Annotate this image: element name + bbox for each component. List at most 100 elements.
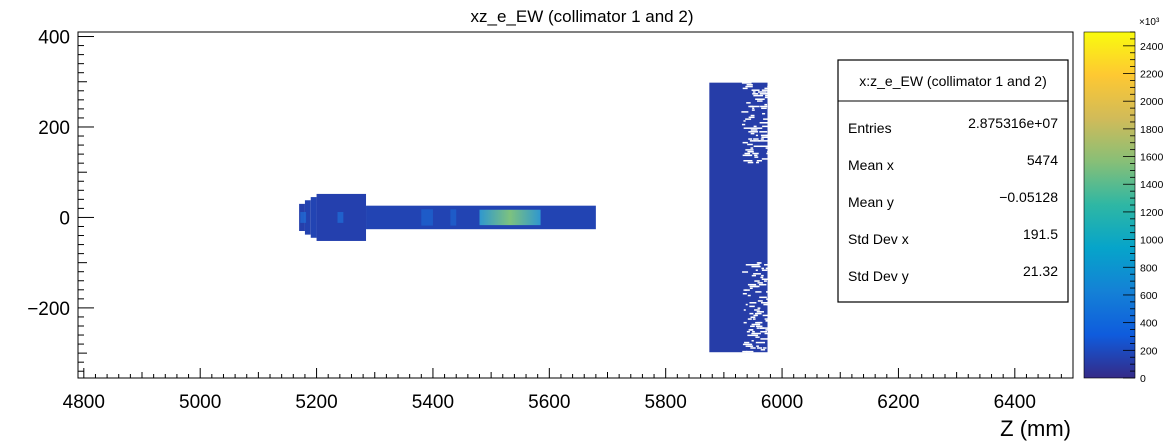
empty-bin [742, 271, 749, 273]
empty-bin [760, 349, 766, 351]
x-tick-label: 5000 [179, 392, 221, 413]
empty-bin [750, 347, 756, 349]
stats-row-value: 191.5 [1023, 226, 1058, 242]
empty-bin [751, 265, 761, 268]
empty-bin [764, 332, 775, 335]
empty-bin [752, 107, 755, 110]
empty-bin [763, 122, 767, 124]
empty-bin [745, 85, 753, 88]
empty-bin [749, 329, 754, 331]
empty-bin [757, 347, 763, 349]
empty-bin [761, 269, 768, 271]
heatmap-region-collimator-1-tube-hot [479, 209, 541, 226]
empty-bin [762, 314, 770, 317]
empty-bin [747, 283, 757, 286]
empty-bin [741, 82, 752, 84]
empty-bin [761, 107, 767, 110]
heatmap-band [337, 212, 344, 223]
empty-bin [765, 134, 775, 137]
x-axis: 4800 5000 5200 5400 5600 5800 6000 6200 6400 [63, 368, 1074, 413]
empty-bin [747, 345, 754, 347]
empty-bin [765, 147, 770, 149]
empty-bin [749, 312, 754, 315]
empty-bin [761, 158, 770, 160]
empty-bin [763, 118, 772, 120]
stats-row-label: Std Dev y [848, 268, 909, 284]
x-tick-label: 4800 [63, 392, 105, 413]
empty-bin [743, 321, 747, 324]
colorbar-tick-label: 1200 [1140, 207, 1164, 219]
empty-bin [766, 267, 776, 270]
empty-bin [766, 152, 770, 155]
colorbar-tick-label: 800 [1140, 262, 1158, 274]
empty-bin [761, 278, 770, 280]
colorbar-tick-label: 0 [1140, 373, 1146, 385]
colorbar-tick-label: 1000 [1140, 235, 1164, 247]
y-axis: 400 200 0 −200 [27, 28, 94, 372]
heatmap-band [421, 209, 433, 226]
x-tick-label: 5200 [295, 392, 337, 413]
empty-bin [759, 327, 770, 329]
x-tick-label: 6000 [761, 392, 803, 413]
empty-bin [747, 294, 751, 297]
empty-bin [752, 330, 755, 333]
empty-bin [745, 303, 748, 306]
stats-row-label: Entries [848, 120, 892, 136]
empty-bin [754, 156, 759, 158]
empty-bin [760, 276, 764, 279]
empty-bin [744, 341, 750, 344]
empty-bin [758, 140, 768, 142]
colorbar-tick-label: 1800 [1140, 124, 1164, 136]
empty-bin [761, 267, 765, 270]
y-tick-label: 400 [38, 28, 70, 49]
empty-bin [754, 312, 762, 315]
empty-bin [757, 262, 761, 264]
colorbar-tick-label: 200 [1140, 345, 1158, 357]
empty-bin [765, 320, 772, 322]
empty-bin [754, 280, 760, 282]
empty-bin [752, 152, 759, 155]
empty-bin [755, 341, 766, 344]
empty-bin [753, 273, 761, 275]
empty-bin [752, 318, 756, 320]
empty-bin [757, 321, 763, 324]
colorbar-tick-label: 2400 [1140, 41, 1164, 53]
empty-bin [765, 329, 773, 331]
empty-bin [750, 114, 755, 117]
empty-bin [764, 318, 770, 320]
colorbar-tick-label: 2000 [1140, 96, 1164, 108]
empty-bin [750, 316, 756, 318]
colorbar-gradient [1083, 31, 1136, 379]
stats-box: x:z_e_EW (collimator 1 and 2) Entries 2.8… [837, 59, 1069, 303]
empty-bin [753, 145, 758, 148]
empty-bin [767, 85, 775, 88]
empty-bin [746, 84, 753, 86]
empty-bin [750, 132, 755, 135]
empty-bin [760, 330, 767, 333]
empty-bin [741, 123, 746, 126]
y-tick-label: −200 [27, 299, 70, 320]
empty-bin [759, 131, 768, 133]
empty-bin [757, 91, 767, 93]
empty-bin [749, 305, 755, 308]
empty-bin [743, 120, 746, 122]
empty-bin [745, 118, 752, 120]
heatmap-region-collimator-1-flange [304, 200, 311, 235]
empty-bin [741, 111, 749, 113]
empty-bin [746, 102, 751, 104]
empty-bin [754, 309, 760, 311]
empty-bin [743, 309, 746, 311]
y-tick-label: 0 [59, 208, 70, 229]
chart-title: xz_e_EW (collimator 1 and 2) [471, 7, 694, 26]
stats-row-label: Mean y [848, 194, 894, 210]
empty-bin [757, 282, 763, 284]
colorbar-tick-label: 400 [1140, 318, 1158, 330]
empty-bin [755, 291, 762, 293]
heatmap-region-collimator-1-flange [310, 197, 317, 238]
stats-box-frame [837, 59, 1069, 303]
empty-bin [765, 94, 773, 97]
colorbar-multiplier: ×10³ [1139, 17, 1160, 28]
empty-bin [747, 318, 752, 320]
